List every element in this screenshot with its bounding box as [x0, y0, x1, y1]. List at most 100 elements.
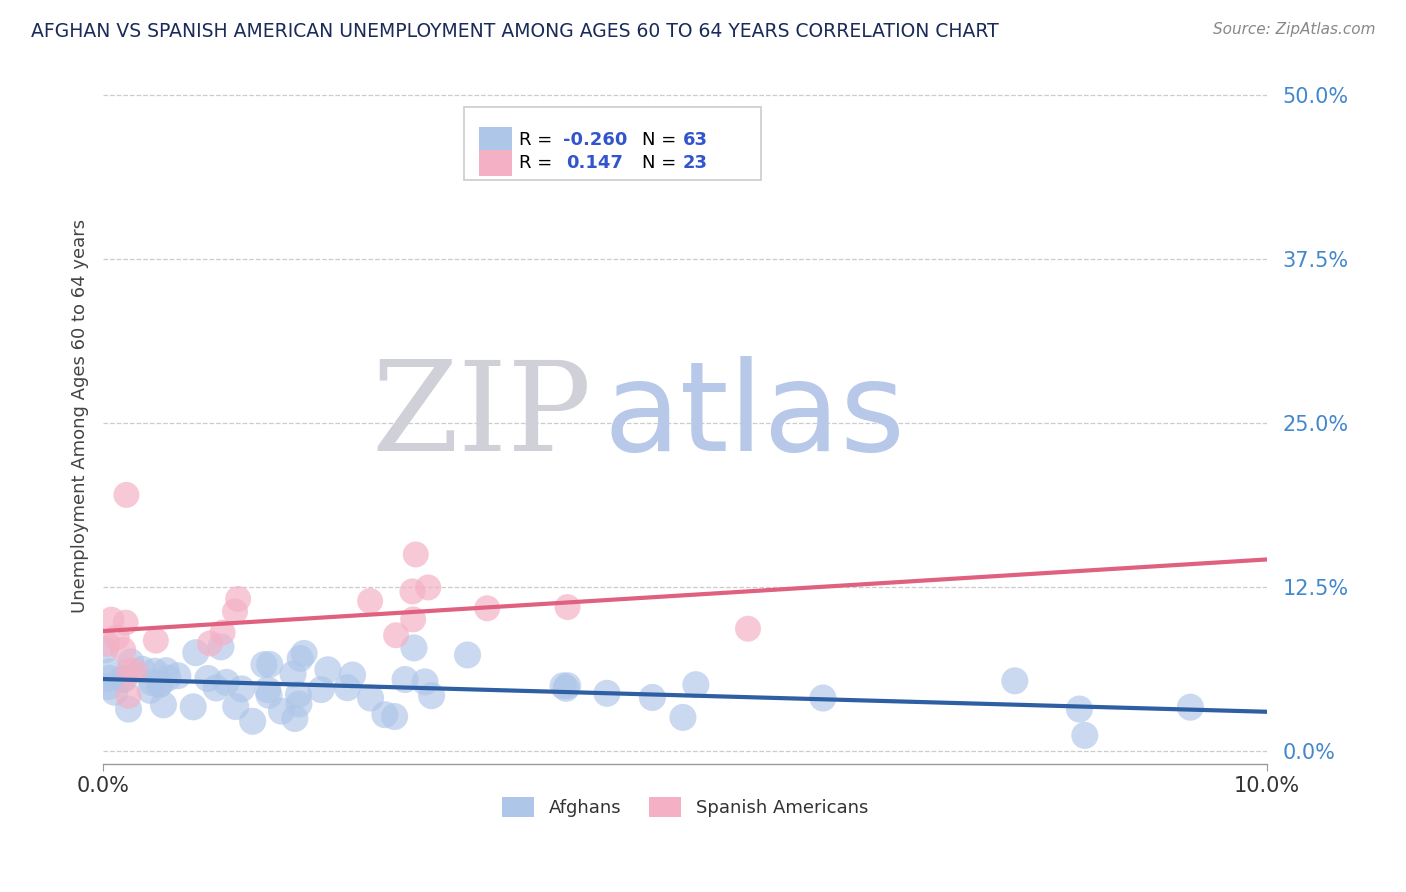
Point [112, 642, 135, 657]
Point [209, 640, 232, 654]
Text: N =: N = [643, 154, 682, 172]
Point [413, 675, 436, 690]
Point [120, 655, 142, 669]
Text: 63: 63 [682, 131, 707, 149]
Text: 0.147: 0.147 [567, 154, 623, 172]
Point [94, 642, 117, 657]
FancyBboxPatch shape [464, 107, 761, 180]
Bar [479, 150, 512, 177]
Point [143, 664, 166, 678]
Point [148, 677, 170, 691]
Point [98, 671, 121, 685]
Point [685, 678, 707, 692]
Text: Source: ZipAtlas.com: Source: ZipAtlas.com [1212, 22, 1375, 37]
Point [402, 612, 425, 626]
Point [288, 697, 311, 711]
Point [316, 663, 339, 677]
Point [457, 648, 479, 662]
Point [224, 604, 246, 618]
Point [336, 681, 359, 695]
Point [359, 594, 381, 608]
Point [100, 613, 122, 627]
Point [124, 664, 146, 678]
Text: R =: R = [519, 131, 558, 149]
Point [284, 712, 307, 726]
Point [104, 685, 127, 699]
Point [342, 668, 364, 682]
Point [259, 657, 281, 672]
Point [131, 662, 153, 676]
Point [205, 681, 228, 695]
Text: N =: N = [643, 131, 682, 149]
Point [418, 581, 440, 595]
Point [672, 710, 695, 724]
Point [117, 665, 139, 679]
Point [401, 584, 423, 599]
Point [287, 688, 309, 702]
Point [114, 672, 136, 686]
Bar [479, 127, 512, 153]
Point [111, 672, 134, 686]
Point [402, 640, 425, 655]
Point [226, 591, 249, 606]
Point [1180, 700, 1202, 714]
Point [211, 625, 233, 640]
Point [309, 682, 332, 697]
Point [385, 628, 408, 642]
Point [97, 680, 120, 694]
Point [360, 691, 382, 706]
Point [394, 673, 416, 687]
Point [737, 622, 759, 636]
Point [141, 675, 163, 690]
Point [115, 488, 138, 502]
Point [557, 600, 579, 615]
Point [139, 683, 162, 698]
Point [225, 699, 247, 714]
Point [292, 647, 315, 661]
Point [281, 667, 304, 681]
Text: ZIP: ZIP [371, 356, 592, 476]
Point [117, 689, 139, 703]
Point [256, 682, 278, 697]
Point [96, 637, 118, 651]
Text: -0.260: -0.260 [562, 131, 627, 149]
Y-axis label: Unemployment Among Ages 60 to 64 years: Unemployment Among Ages 60 to 64 years [72, 219, 89, 613]
Point [197, 672, 219, 686]
Point [114, 615, 136, 630]
Point [557, 679, 579, 693]
Point [374, 707, 396, 722]
Point [167, 669, 190, 683]
Point [152, 698, 174, 712]
Point [1074, 728, 1097, 742]
Point [1069, 702, 1091, 716]
Point [145, 633, 167, 648]
Text: R =: R = [519, 154, 558, 172]
Point [181, 699, 204, 714]
Point [156, 671, 179, 685]
Point [555, 681, 578, 696]
Point [405, 548, 427, 562]
Point [596, 686, 619, 700]
Point [184, 646, 207, 660]
Point [198, 636, 221, 650]
Point [149, 677, 172, 691]
Point [253, 657, 276, 672]
Legend: Afghans, Spanish Americans: Afghans, Spanish Americans [495, 790, 875, 824]
Text: atlas: atlas [603, 356, 905, 476]
Point [1004, 673, 1026, 688]
Point [215, 675, 238, 690]
Point [98, 665, 121, 679]
Point [155, 664, 177, 678]
Text: AFGHAN VS SPANISH AMERICAN UNEMPLOYMENT AMONG AGES 60 TO 64 YEARS CORRELATION CH: AFGHAN VS SPANISH AMERICAN UNEMPLOYMENT … [31, 22, 998, 41]
Point [551, 679, 574, 693]
Point [420, 689, 443, 703]
Point [242, 714, 264, 729]
Text: 23: 23 [682, 154, 707, 172]
Point [811, 691, 834, 706]
Point [257, 689, 280, 703]
Point [105, 631, 128, 645]
Point [270, 704, 292, 718]
Point [290, 651, 312, 665]
Point [641, 690, 664, 705]
Point [117, 702, 139, 716]
